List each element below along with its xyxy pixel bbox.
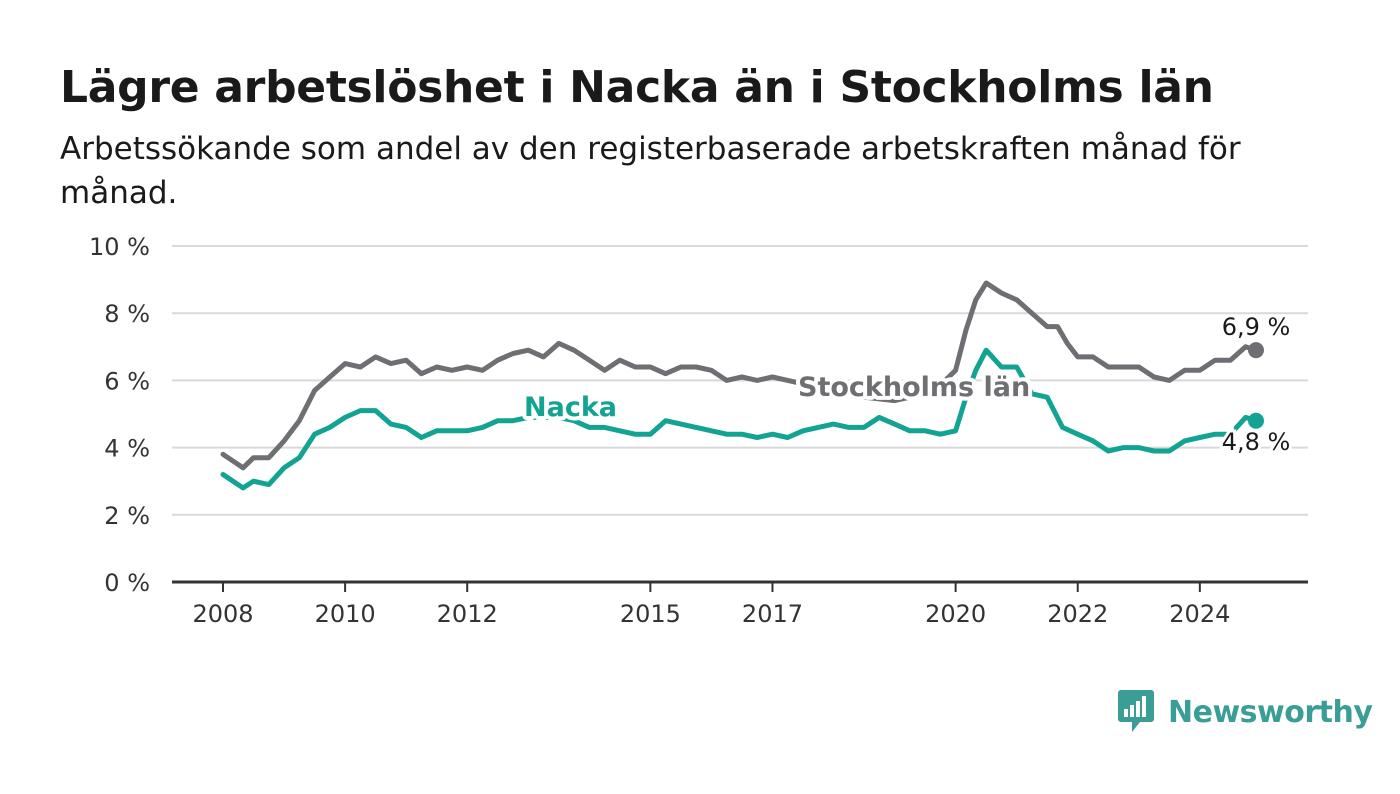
end-value-label-stockholm: 6,9 % [1222,313,1291,341]
series-line-stockholm [220,280,1259,471]
x-tick-label: 2015 [620,600,681,628]
series-name-nacka: Nacka [524,392,617,423]
x-tick-label: 2008 [192,600,253,628]
gridlines [172,245,1308,516]
x-tick-label: 2024 [1169,600,1230,628]
x-tick-label: 2020 [925,600,986,628]
y-axis-ticks: 0 % 2 % 4 % 6 % 8 % 10 % [89,233,150,597]
x-tick-label: 2012 [437,600,498,628]
chart-subtitle: Arbetssökande som andel av den registerb… [60,131,1241,211]
x-axis: 2008 2010 2012 2015 2017 2020 2022 2024 [172,580,1308,628]
end-value-label-nacka: 4,8 % [1222,428,1291,456]
y-tick-label: 2 % [104,502,150,530]
logo-text: Newsworthy [1168,694,1373,730]
chart-title: Lägre arbetslöshet i Nacka än i Stockhol… [60,62,1214,113]
y-tick-label: 0 % [104,569,150,597]
newsworthy-chart-bubble-icon [1118,690,1154,732]
y-tick-label: 4 % [104,435,150,463]
end-point-nacka [1248,412,1264,429]
newsworthy-logo: Newsworthy [1118,690,1373,734]
series-line-nacka [220,347,1259,491]
series-name-stockholm: Stockholms län [798,372,1030,403]
y-tick-label: 10 % [89,233,150,261]
end-point-stockholm [1248,342,1264,359]
y-tick-label: 8 % [104,300,150,328]
x-tick-label: 2017 [742,600,803,628]
x-tick-label: 2022 [1047,600,1108,628]
series-lines [220,280,1264,491]
series-labels: Stockholms län Nacka 6,9 % 4,8 % [520,310,1293,459]
y-tick-label: 6 % [104,367,150,395]
x-tick-label: 2010 [315,600,376,628]
